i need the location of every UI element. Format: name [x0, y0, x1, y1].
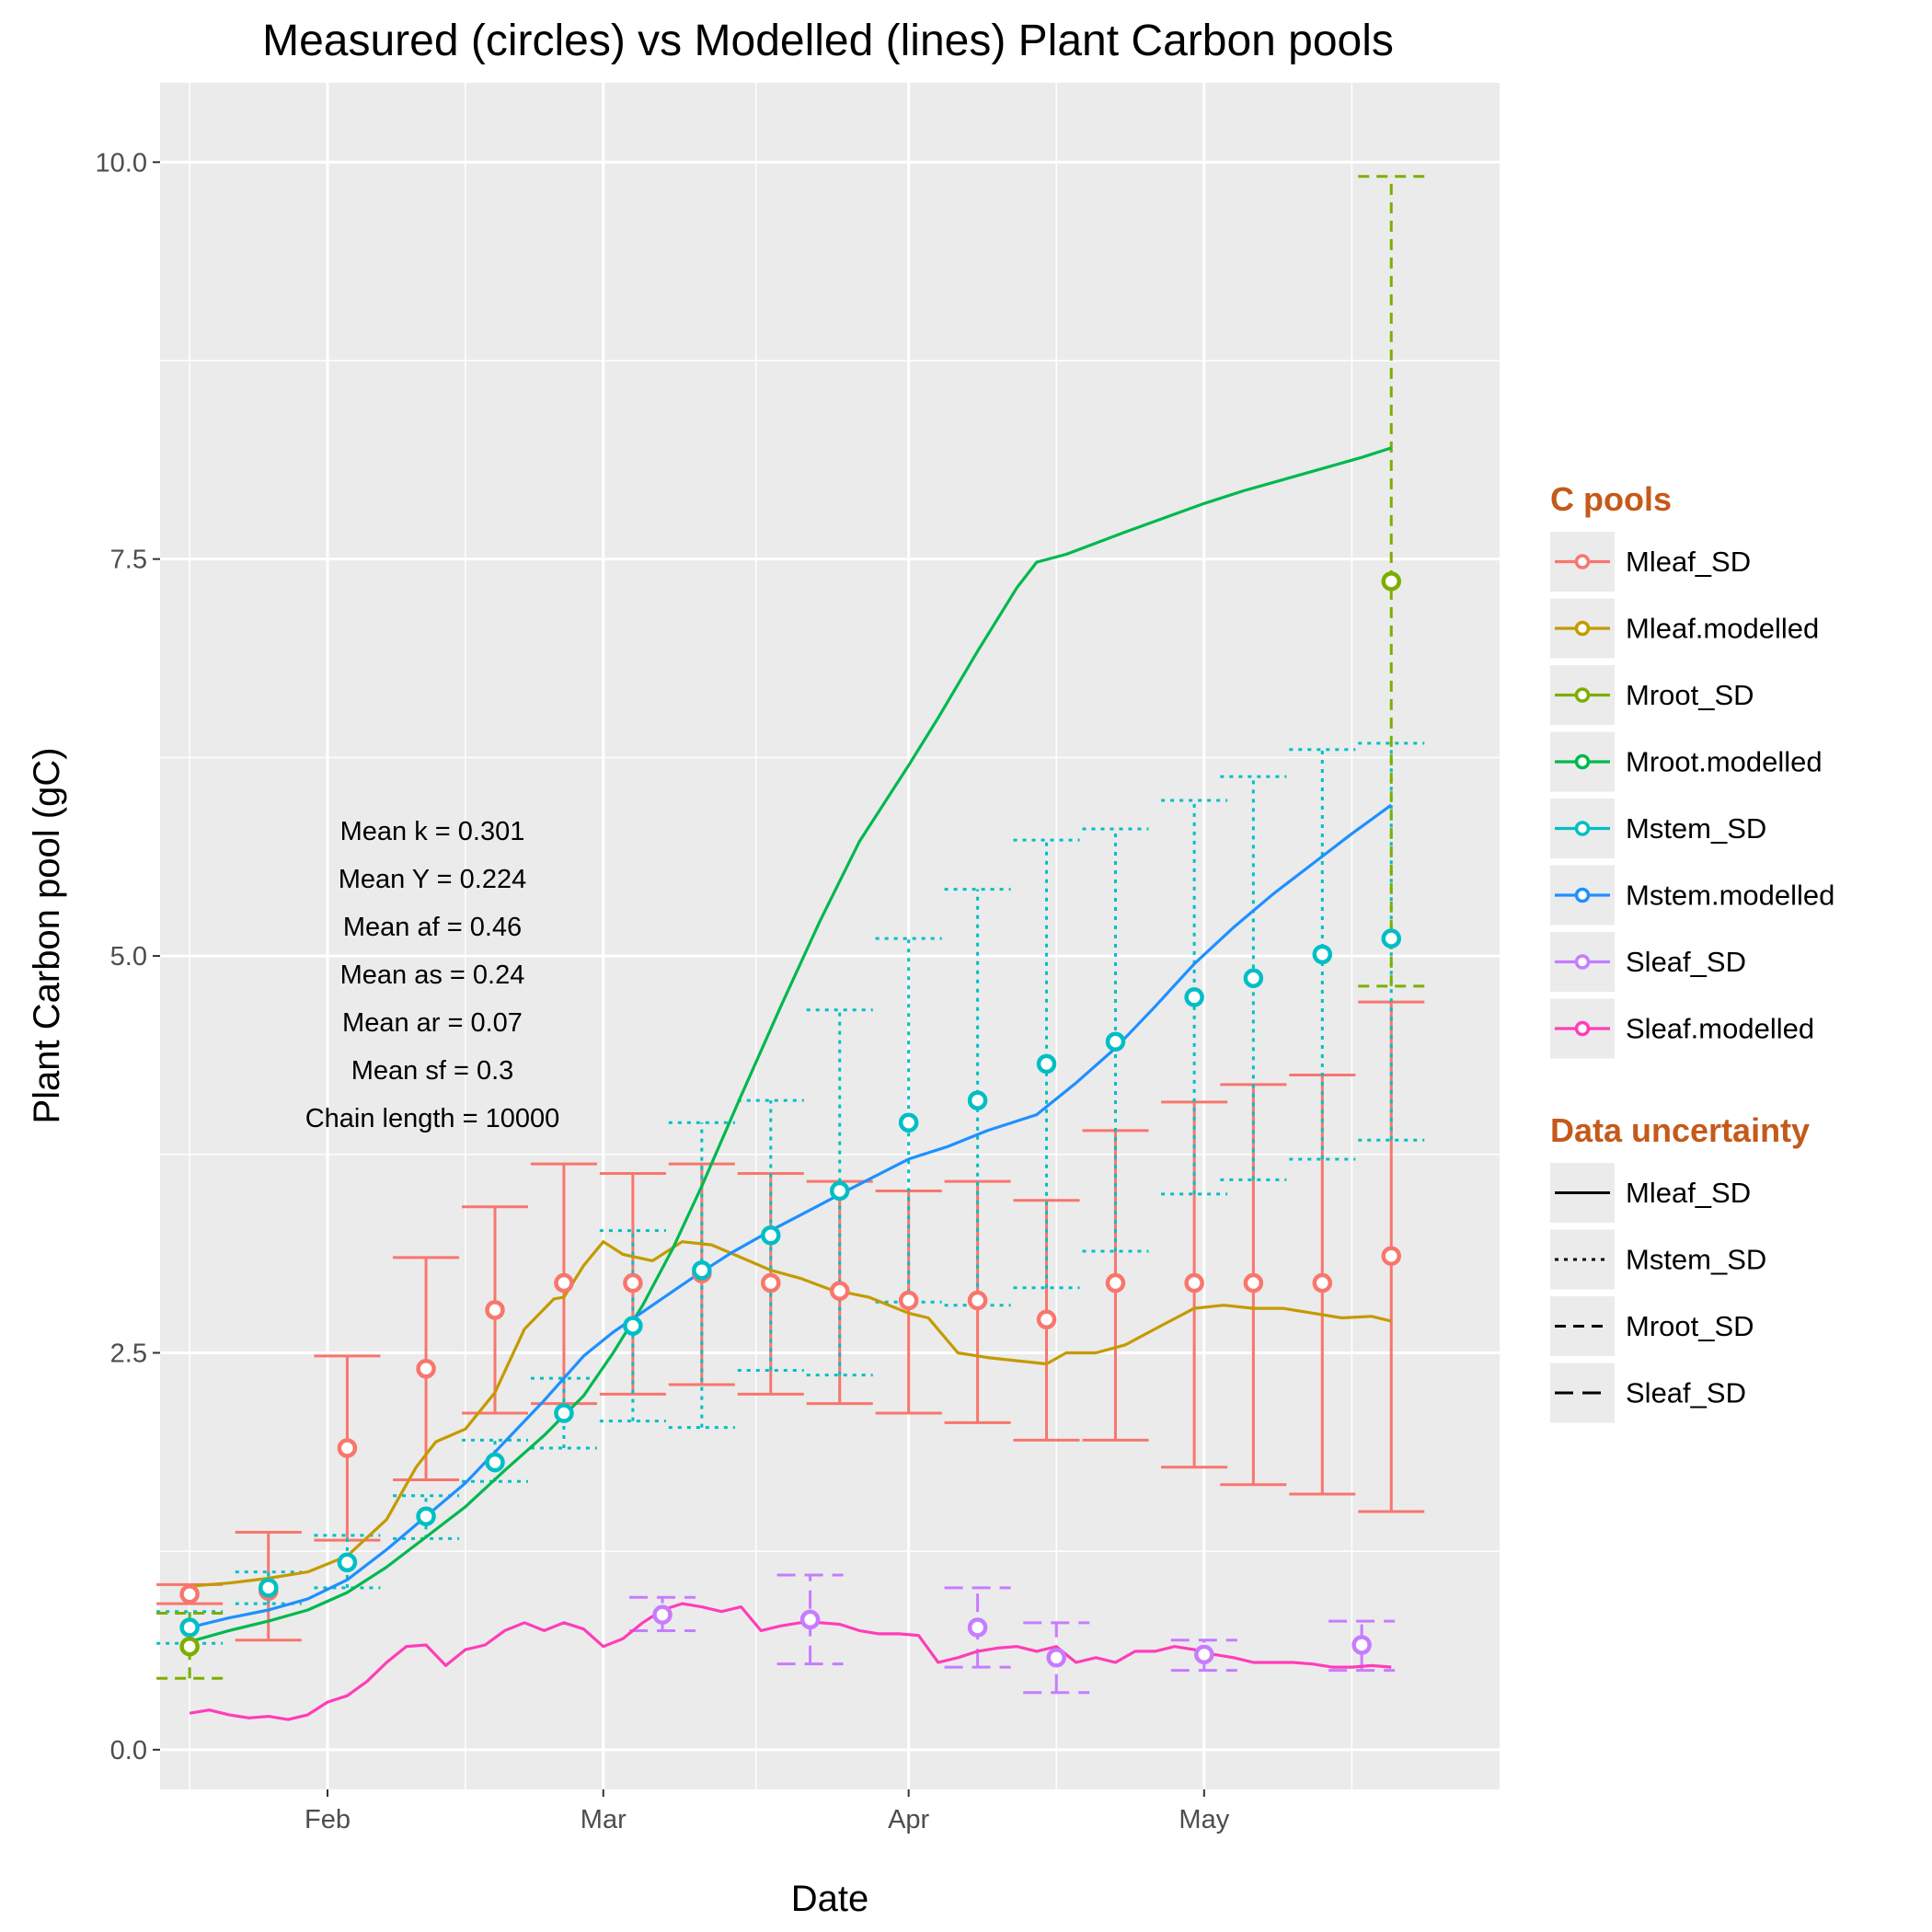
measured-point	[829, 1180, 850, 1202]
y-tick-label: 5.0	[110, 942, 147, 972]
measured-point	[416, 1358, 436, 1379]
measured-point	[485, 1452, 505, 1473]
measured-point	[829, 1281, 850, 1301]
measured-point	[898, 1112, 919, 1133]
legend-key-point	[1574, 954, 1591, 970]
measured-point	[1046, 1648, 1066, 1668]
legend-label: Sleaf_SD	[1626, 1377, 1746, 1409]
annotation-text: Mean ar = 0.07	[342, 1008, 523, 1038]
x-tick-label: Feb	[305, 1805, 351, 1834]
plot-background	[160, 83, 1500, 1789]
legend-key-point	[1574, 1020, 1591, 1037]
legend-key-point	[1574, 554, 1591, 569]
measured-point	[1243, 968, 1264, 988]
legend-data-uncertainty: Data uncertainty Mleaf_SD Mstem_SD Mroot_SD…	[1550, 1111, 1810, 1423]
annotation-text: Chain length = 10000	[305, 1104, 560, 1133]
modelled-line	[189, 1602, 1392, 1721]
x-tick-label: May	[1179, 1805, 1229, 1834]
annotation-text: Mean as = 0.24	[340, 960, 525, 990]
measured-point	[898, 1290, 919, 1311]
measured-point	[179, 1584, 200, 1604]
legend-label: Mstem.modelled	[1626, 880, 1834, 912]
annotation-text: Mean sf = 0.3	[351, 1056, 514, 1086]
measured-point	[179, 1617, 200, 1638]
y-tick-label: 0.0	[110, 1736, 147, 1765]
measured-point	[1351, 1635, 1372, 1655]
measured-point	[554, 1272, 574, 1294]
legend-key-point	[1574, 753, 1591, 770]
legend-label: Mleaf_SD	[1626, 1177, 1751, 1209]
x-tick-label: Mar	[581, 1805, 627, 1834]
legend-label: Mleaf_SD	[1626, 546, 1751, 578]
legend-label: Mroot_SD	[1626, 679, 1754, 711]
measured-point	[1036, 1309, 1057, 1329]
modelled-line	[189, 1240, 1392, 1588]
grid	[160, 83, 1500, 1789]
measured-point	[259, 1578, 279, 1598]
measured-point	[554, 1403, 574, 1423]
legend-label: Sleaf_SD	[1626, 946, 1746, 978]
annotation-text: Mean Y = 0.224	[339, 865, 527, 894]
measured-point	[337, 1552, 358, 1572]
legend-label: Mleaf.modelled	[1626, 613, 1819, 645]
y-tick-label: 2.5	[110, 1339, 147, 1368]
fit-annotations: Mean k = 0.301 Mean Y = 0.224 Mean af = 0.…	[305, 817, 560, 1133]
y-axis-label: Plant Carbon pool (gC)	[27, 747, 67, 1123]
modelled-line	[189, 446, 1392, 1644]
measured-point	[967, 1090, 988, 1110]
measured-point	[1312, 944, 1333, 965]
measured-point	[1381, 1246, 1401, 1266]
measured-point	[1105, 1031, 1126, 1052]
measured-point	[1184, 1272, 1204, 1294]
y-tick-label: 10.0	[96, 148, 147, 178]
measured-point	[1381, 928, 1401, 949]
measured-point	[652, 1604, 673, 1625]
legend-key-point	[1574, 887, 1591, 903]
measured-point	[485, 1300, 505, 1320]
measured-point	[1036, 1053, 1057, 1075]
measured-point	[623, 1316, 643, 1336]
chart-title: Measured (circles) vs Modelled (lines) P…	[262, 17, 1394, 65]
measured-point	[416, 1506, 436, 1526]
axes: 0.0 2.5 5.0 7.5 10.0 Feb Mar Apr May	[96, 148, 1230, 1834]
measured-point	[1312, 1272, 1333, 1294]
measured-point	[1243, 1272, 1264, 1294]
legend-c-pools: C pools Mleaf_SD Mleaf.modelled Mroot_SD Mro…	[1550, 480, 1834, 1059]
legend-label: Mroot.modelled	[1626, 746, 1823, 778]
legend-key-point	[1574, 687, 1591, 703]
legend-key-point	[1574, 821, 1591, 836]
legend-label: Sleaf.modelled	[1626, 1013, 1814, 1045]
measured-point	[1184, 987, 1204, 1007]
legend-label: Mstem_SD	[1626, 1244, 1766, 1276]
measured-point	[1105, 1272, 1126, 1294]
measured-point	[623, 1272, 643, 1294]
x-axis-label: Date	[791, 1879, 869, 1919]
measured-point	[1381, 571, 1401, 592]
measured-point	[799, 1609, 821, 1630]
measured-point	[761, 1225, 781, 1246]
annotation-text: Mean af = 0.46	[343, 913, 522, 942]
legend-label: Mroot_SD	[1626, 1310, 1754, 1342]
measured-point	[967, 1290, 988, 1311]
measured-point	[761, 1272, 781, 1294]
measured-point	[179, 1636, 200, 1657]
legend-key-point	[1574, 620, 1591, 637]
measured-points	[179, 571, 1401, 1668]
measured-point	[692, 1259, 712, 1281]
x-tick-label: Apr	[888, 1805, 929, 1834]
y-tick-label: 7.5	[110, 546, 147, 575]
annotation-text: Mean k = 0.301	[340, 817, 525, 846]
legend-title: Data uncertainty	[1550, 1111, 1810, 1149]
measured-point	[337, 1438, 358, 1458]
measured-point	[1194, 1644, 1214, 1665]
measured-point	[967, 1617, 988, 1638]
legend-label: Mstem_SD	[1626, 812, 1766, 845]
legend-title: C pools	[1550, 480, 1672, 518]
